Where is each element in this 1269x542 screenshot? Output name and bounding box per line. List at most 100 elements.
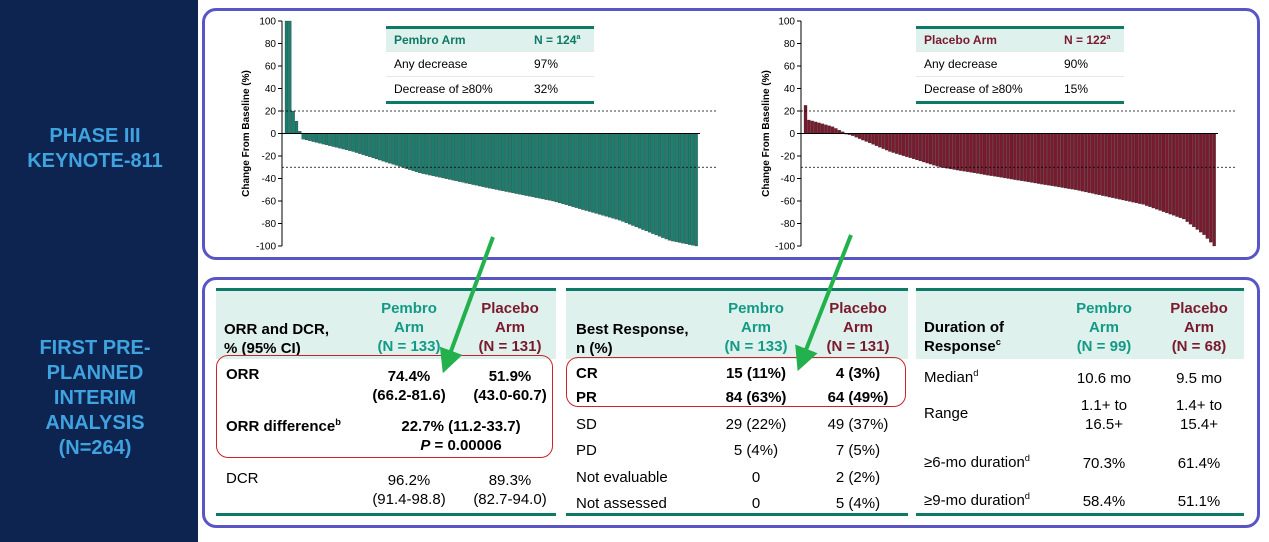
placebo-bar bbox=[992, 133, 997, 177]
orr-label: ORR bbox=[226, 366, 260, 383]
pembro-bar bbox=[391, 133, 395, 165]
placebo-bar bbox=[1131, 133, 1135, 203]
placebo-bar bbox=[1117, 133, 1122, 200]
placebo-tick-label: -20 bbox=[781, 152, 796, 163]
placebo-bar bbox=[1006, 133, 1010, 179]
dcr-label: DCR bbox=[226, 470, 259, 487]
response-placebo: 7 (5%) bbox=[835, 442, 881, 459]
pembro-bar bbox=[394, 133, 399, 166]
pembro-summary-arm: Pembro Arm bbox=[394, 33, 466, 47]
placebo-bar bbox=[1094, 133, 1098, 195]
pembro-tick-label: -60 bbox=[262, 197, 277, 208]
placebo-bar bbox=[932, 133, 936, 166]
pembro-bar bbox=[331, 133, 335, 147]
pembro-bar bbox=[661, 133, 665, 238]
pembro-bar bbox=[451, 133, 455, 181]
placebo-bar bbox=[925, 133, 929, 164]
pembro-tick-label: 60 bbox=[265, 62, 277, 73]
duration-placebo: 1.4+ to 15.4+ bbox=[1175, 397, 1223, 433]
pembro-bar bbox=[494, 133, 498, 190]
pembro-bar bbox=[644, 133, 648, 232]
placebo-arm-header: Placebo Arm (N = 68) bbox=[1170, 300, 1228, 355]
pembro-bar bbox=[577, 133, 582, 209]
pembro-bar bbox=[484, 133, 488, 188]
placebo-bar bbox=[1168, 133, 1172, 215]
placebo-bar bbox=[986, 133, 990, 176]
placebo-bar bbox=[1212, 133, 1216, 247]
pembro-bar bbox=[378, 133, 382, 161]
response-label: SD bbox=[576, 416, 597, 433]
placebo-bar bbox=[1087, 133, 1091, 193]
placebo-bar bbox=[1023, 133, 1027, 182]
placebo-bar bbox=[1070, 133, 1074, 190]
placebo-bar bbox=[871, 133, 875, 145]
response-label: Not evaluable bbox=[576, 469, 668, 486]
interim-analysis-label: FIRST PRE- PLANNED INTERIM ANALYSIS (N=2… bbox=[39, 337, 151, 459]
placebo-bar bbox=[908, 133, 912, 158]
duration-label: ≥6-mo durationd bbox=[924, 453, 1030, 471]
pembro-bar bbox=[681, 133, 685, 244]
pembro-bar bbox=[324, 133, 329, 146]
response-placebo: 49 (37%) bbox=[827, 416, 889, 433]
placebo-bar bbox=[1053, 133, 1058, 187]
placebo-bar bbox=[834, 128, 838, 134]
placebo-bar bbox=[864, 133, 868, 142]
pembro-axis-label: Change From Baseline (%) bbox=[241, 70, 252, 197]
duration-pembro: 58.4% bbox=[1082, 493, 1126, 510]
placebo-bar bbox=[1185, 133, 1189, 222]
summary-label: Any decrease bbox=[394, 57, 468, 71]
pembro-bar bbox=[641, 133, 645, 230]
pembro-bar bbox=[361, 133, 365, 155]
pembro-bar bbox=[441, 133, 445, 179]
placebo-bar bbox=[817, 122, 821, 134]
pembro-bar bbox=[594, 133, 598, 214]
pembro-bar bbox=[374, 133, 379, 160]
placebo-bar bbox=[922, 133, 926, 163]
placebo-bar bbox=[820, 123, 825, 134]
pembro-bar bbox=[657, 133, 662, 237]
pembro-bar bbox=[647, 133, 652, 233]
placebo-bar bbox=[881, 133, 885, 149]
pembro-bar bbox=[674, 133, 678, 242]
pembro-bar bbox=[398, 133, 402, 167]
placebo-bar bbox=[1030, 133, 1034, 183]
pembro-bar bbox=[464, 133, 468, 184]
pembro-bar bbox=[611, 133, 615, 219]
pembro-bar bbox=[637, 133, 642, 229]
placebo-bar bbox=[928, 133, 933, 165]
pembro-tick-label: -20 bbox=[262, 152, 277, 163]
pembro-bar bbox=[338, 133, 342, 149]
pembro-bar bbox=[288, 20, 292, 134]
duration-pembro: 10.6 mo bbox=[1076, 370, 1132, 387]
placebo-tick-label: -40 bbox=[781, 174, 796, 185]
pembro-bar bbox=[478, 133, 482, 187]
placebo-bar bbox=[854, 133, 858, 138]
orr-placebo: 51.9% (43.0-60.7) bbox=[473, 368, 547, 404]
placebo-bar bbox=[915, 133, 919, 161]
pembro-bar bbox=[591, 133, 595, 213]
placebo-bar bbox=[1161, 133, 1166, 212]
dcr-placebo: 89.3% (82.7-94.0) bbox=[473, 472, 547, 508]
response-pembro: 5 (4%) bbox=[733, 442, 779, 459]
best-response-header-label: Best Response, n (%) bbox=[576, 321, 689, 357]
placebo-bar bbox=[827, 125, 831, 134]
pembro-bar bbox=[381, 133, 385, 162]
pembro-bar bbox=[318, 133, 322, 144]
placebo-bar bbox=[1050, 133, 1054, 186]
placebo-bar bbox=[1148, 133, 1152, 207]
pembro-bar bbox=[627, 133, 632, 225]
summary-label: Decrease of ≥80% bbox=[394, 82, 493, 96]
placebo-bar bbox=[1047, 133, 1051, 186]
placebo-bar bbox=[1195, 133, 1199, 230]
pembro-bar bbox=[561, 133, 565, 204]
pembro-bar bbox=[488, 133, 492, 189]
pembro-summary-n: N = 124a bbox=[534, 32, 581, 47]
pembro-bar bbox=[634, 133, 638, 228]
pembro-bar bbox=[314, 133, 319, 143]
pembro-bar bbox=[411, 133, 415, 171]
placebo-bar bbox=[918, 133, 922, 162]
placebo-tick-label: -80 bbox=[781, 219, 796, 230]
duration-placebo: 51.1% bbox=[1177, 493, 1221, 510]
pembro-bar bbox=[518, 133, 522, 195]
placebo-bar bbox=[1057, 133, 1061, 188]
